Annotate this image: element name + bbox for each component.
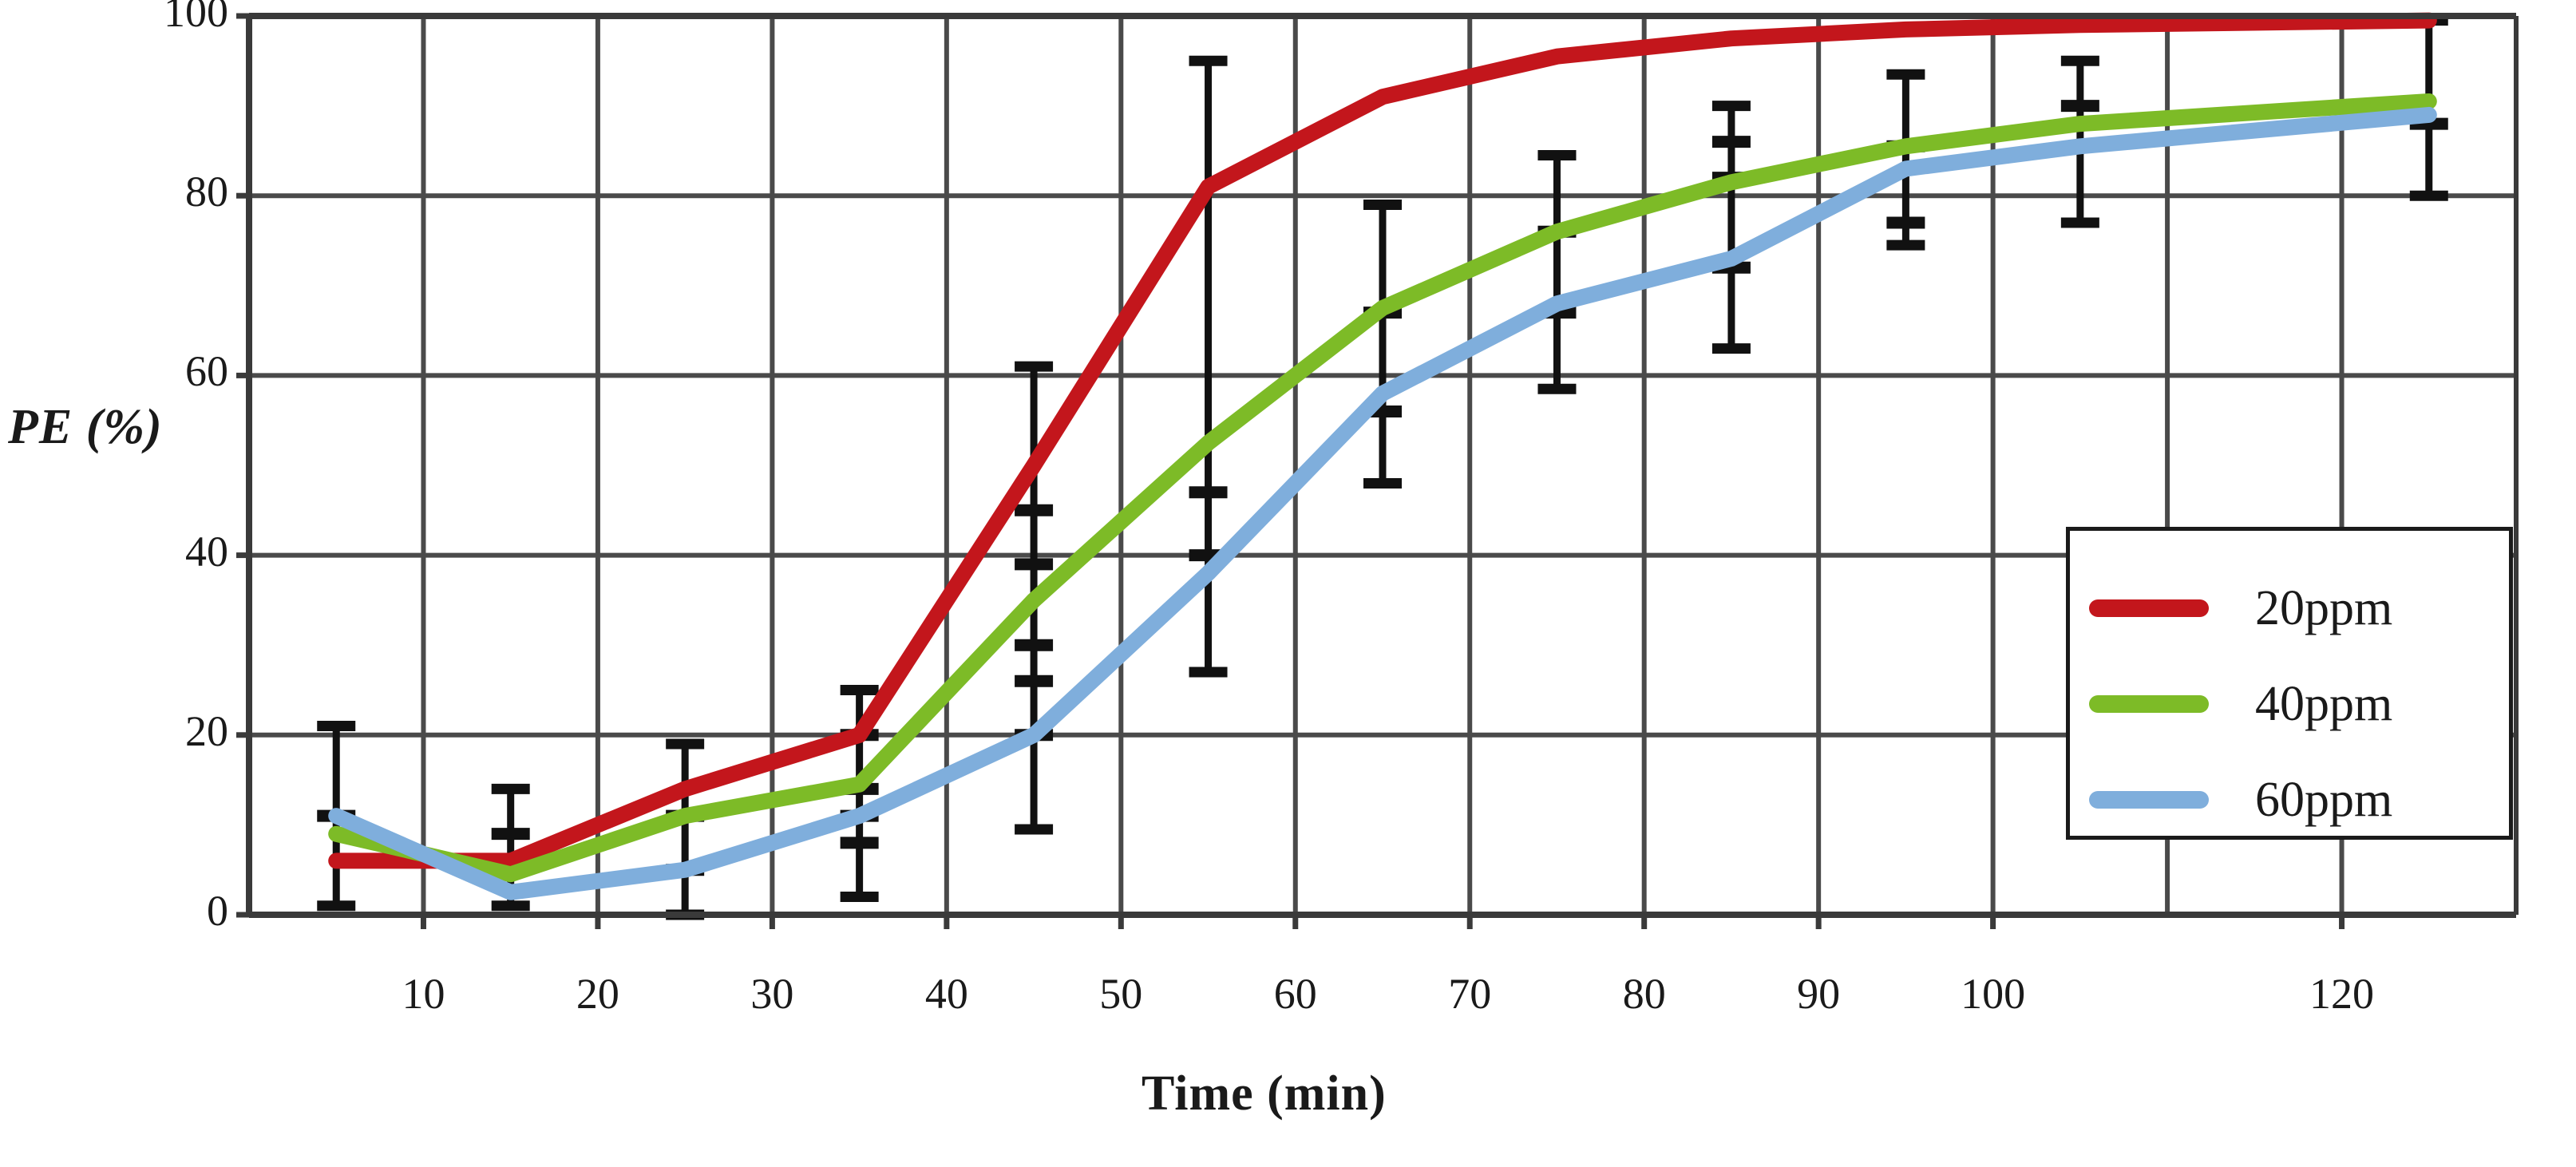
y-axis-title: PE (%) [8,400,163,454]
x-tick-label: 10 [402,970,445,1018]
series-line-40ppm [328,93,2437,883]
tickmark-layer [236,13,2345,929]
series-line-20ppm [328,12,2437,869]
legend-label: 60ppm [2255,772,2393,827]
x-tick-label: 120 [2309,970,2375,1018]
x-tick-label: 60 [1273,970,1317,1018]
y-tick-label: 0 [207,887,228,935]
legend-color-swatch [2089,599,2209,617]
y-tick-label: 40 [185,527,228,576]
x-tick-label: 40 [924,970,968,1018]
x-tick-label: 80 [1622,970,1666,1018]
x-tick-label: 20 [576,970,619,1018]
legend-item-60ppm[interactable]: 60ppm [2070,772,2509,828]
legend-color-swatch [2089,695,2209,713]
legend-label: 20ppm [2255,580,2393,635]
x-tick-label: 30 [750,970,794,1018]
y-tick-label: 20 [185,706,228,755]
legend-item-20ppm[interactable]: 20ppm [2070,580,2509,636]
x-tick-label: 70 [1448,970,1492,1018]
x-tick-label: 50 [1099,970,1143,1018]
y-tick-label: 100 [164,0,228,36]
axis-layer [246,13,2519,918]
series-layer [328,12,2437,900]
y-tick-label: 80 [185,168,228,216]
x-tick-label: 90 [1797,970,1841,1018]
legend-color-swatch [2089,791,2209,809]
chart-legend: 20ppm 40ppm 60ppm [2066,527,2513,840]
x-axis-title: Time (min) [1142,1066,1387,1121]
legend-item-40ppm[interactable]: 40ppm [2070,676,2509,732]
legend-label: 40ppm [2255,676,2393,731]
x-tick-label: 100 [1961,970,2026,1018]
series-line-60ppm [328,106,2437,900]
y-tick-label: 60 [185,347,228,396]
